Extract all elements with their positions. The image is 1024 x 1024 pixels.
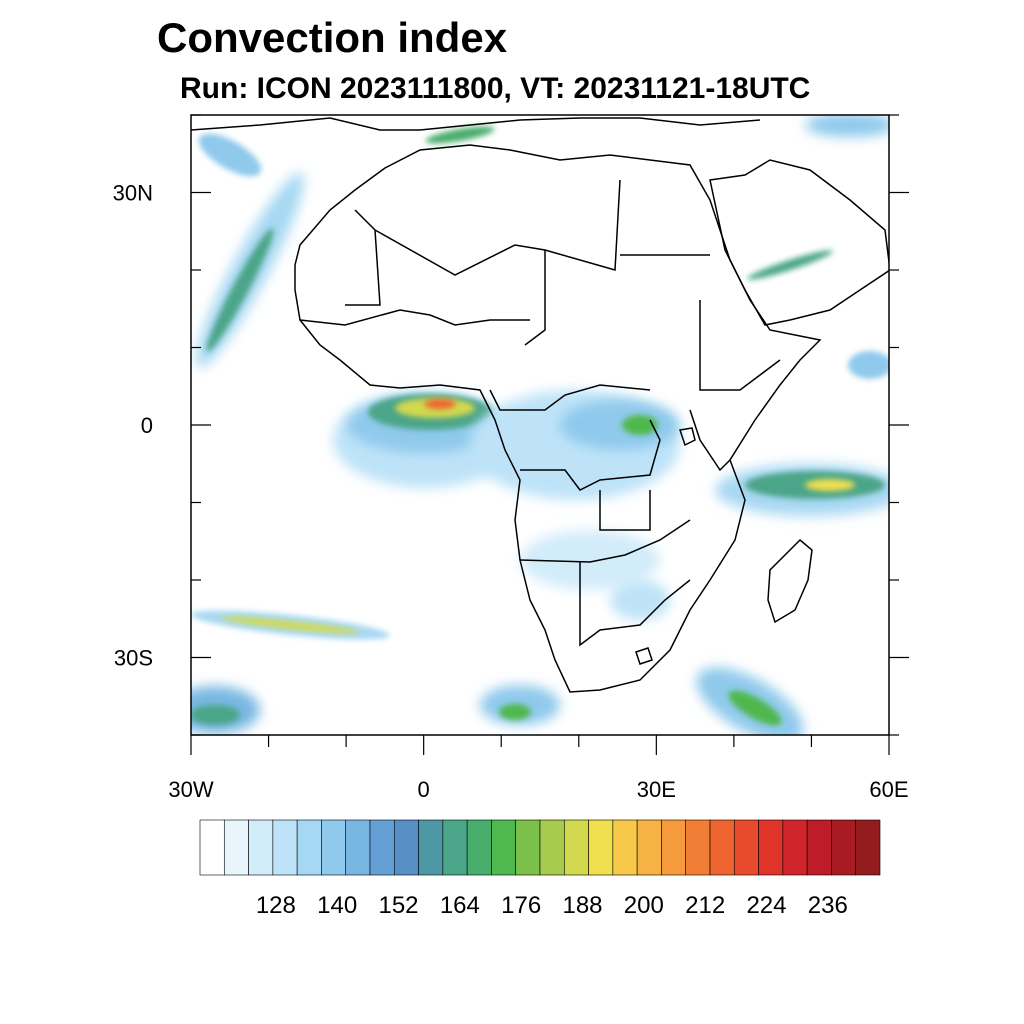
border-central-2 (520, 419, 661, 491)
border-sahara-1 (345, 209, 381, 306)
y-tick-label: 30S (114, 646, 153, 671)
border-east (689, 409, 731, 472)
convection-area-indian-ocean-band (715, 464, 889, 516)
border-sahara-2 (374, 179, 621, 276)
colorbar-swatch (515, 819, 541, 876)
colorbar-swatch (733, 819, 759, 876)
y-tick-label: 30N (113, 181, 153, 206)
border-south-2 (579, 562, 691, 647)
colorbar-swatch (272, 819, 298, 876)
lesotho (635, 647, 653, 665)
colorbar (199, 819, 881, 876)
colorbar-swatch (418, 819, 444, 876)
convection-area-south-african-coast (480, 685, 560, 725)
x-tick-label: 0 (418, 777, 430, 802)
convection-area-southern-africa (520, 530, 670, 620)
coastlines-borders (191, 117, 889, 693)
colorbar-swatch (685, 819, 711, 876)
y-tick-labels: 30N 0 30S (113, 181, 153, 671)
colorbar-swatch (709, 819, 735, 876)
border-south-1 (519, 519, 691, 563)
convection-area-equatorial-africa (333, 392, 517, 488)
x-tick-label: 60E (869, 777, 908, 802)
colorbar-swatch (612, 819, 638, 876)
axis-ticks (190, 114, 909, 755)
colorbar-swatch (539, 819, 565, 876)
colorbar-label: 236 (808, 892, 848, 919)
madagascar-coastline (767, 538, 813, 624)
colorbar-swatch (491, 819, 517, 876)
lake-victoria (679, 427, 696, 447)
africa-coastline (294, 144, 822, 693)
colorbar-swatch (248, 819, 274, 876)
colorbar-swatch (661, 819, 687, 876)
colorbar-swatch (782, 819, 808, 876)
border-central-1 (489, 384, 651, 411)
colorbar-labels: 128 140 152 164 176 188 200 212 224 236 (256, 892, 848, 919)
colorbar-label: 152 (378, 892, 418, 919)
colorbar-label: 128 (256, 892, 296, 919)
chart-subtitle: Run: ICON 2023111800, VT: 20231121-18UTC (180, 72, 811, 105)
border-sahara-3 (524, 250, 546, 346)
colorbar-swatch (223, 819, 249, 876)
colorbar-swatch (588, 819, 614, 876)
colorbar-label: 176 (501, 892, 541, 919)
colorbar-label: 224 (746, 892, 786, 919)
colorbar-swatch (831, 819, 857, 876)
colorbar-swatch (321, 819, 347, 876)
colorbar-label: 188 (562, 892, 602, 919)
convection-area-north-atlantic-band (195, 133, 305, 368)
colorbar-label: 200 (624, 892, 664, 919)
colorbar-swatch (758, 819, 784, 876)
y-tick-label: 0 (141, 413, 153, 438)
convection-area-southern-ocean-sw (191, 686, 260, 734)
colorbar-swatch (563, 819, 589, 876)
colorbar-swatch (855, 819, 881, 876)
convection-area-mediterranean (425, 115, 889, 379)
convection-area-south-atlantic-band (191, 610, 390, 640)
colorbar-swatch (393, 819, 419, 876)
colorbar-swatch (806, 819, 832, 876)
convection-area-madagascar-se (696, 667, 804, 735)
border-south-3 (599, 490, 651, 531)
europe-coastline (191, 117, 761, 131)
colorbar-swatch (345, 819, 371, 876)
colorbar-swatch (199, 819, 225, 876)
x-tick-labels: 30W 0 30E 60E (168, 777, 908, 802)
colorbar-swatch (636, 819, 662, 876)
colorbar-swatch (466, 819, 492, 876)
colorbar-label: 212 (685, 892, 725, 919)
x-tick-label: 30W (168, 777, 213, 802)
colorbar-swatch (442, 819, 468, 876)
chart-title: Convection index (157, 14, 508, 61)
colorbar-label: 164 (440, 892, 480, 919)
border-sahel (299, 309, 530, 326)
colorbar-label: 140 (317, 892, 357, 919)
border-horn (699, 300, 781, 391)
convection-area-congo-east (470, 390, 680, 500)
colorbar-swatch (296, 819, 322, 876)
arabian-coastline (709, 159, 889, 326)
colorbar-swatch (369, 819, 395, 876)
x-tick-label: 30E (637, 777, 676, 802)
convection-area-arabian-band (747, 250, 833, 280)
convection-field (191, 115, 889, 735)
